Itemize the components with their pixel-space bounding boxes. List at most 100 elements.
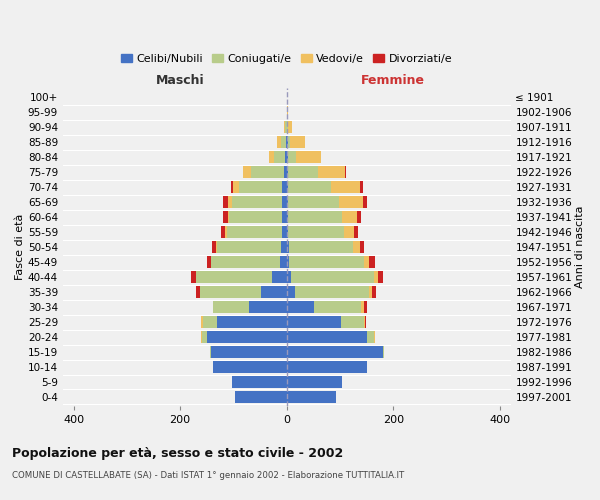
Bar	[383, 346, 384, 358]
Bar	[367, 331, 374, 343]
Bar	[287, 211, 289, 224]
Bar	[284, 121, 285, 134]
Bar	[378, 271, 383, 283]
Bar	[287, 226, 289, 238]
Bar	[202, 331, 207, 343]
Bar	[372, 286, 376, 298]
Bar	[288, 151, 296, 164]
Bar	[239, 181, 283, 194]
Bar	[277, 136, 281, 148]
Bar	[287, 346, 383, 358]
Bar	[287, 361, 367, 373]
Bar	[287, 181, 289, 194]
Bar	[288, 136, 290, 148]
Bar	[341, 316, 364, 328]
Bar	[341, 211, 356, 224]
Bar	[287, 376, 341, 388]
Bar	[211, 346, 287, 358]
Bar	[363, 196, 367, 208]
Bar	[344, 226, 354, 238]
Bar	[295, 286, 370, 298]
Bar	[191, 271, 196, 283]
Bar	[235, 391, 287, 403]
Bar	[200, 286, 261, 298]
Bar	[287, 286, 295, 298]
Bar	[339, 196, 363, 208]
Bar	[226, 226, 227, 238]
Bar	[231, 181, 233, 194]
Bar	[287, 196, 289, 208]
Bar	[314, 301, 361, 313]
Bar	[290, 136, 305, 148]
Bar	[291, 271, 374, 283]
Bar	[221, 226, 226, 238]
Bar	[210, 346, 211, 358]
Bar	[269, 151, 274, 164]
Text: Femmine: Femmine	[361, 74, 425, 87]
Bar	[284, 166, 287, 178]
Bar	[243, 166, 251, 178]
Bar	[250, 301, 287, 313]
Bar	[370, 256, 374, 268]
Bar	[272, 271, 287, 283]
Bar	[251, 166, 284, 178]
Bar	[201, 331, 202, 343]
Bar	[202, 316, 203, 328]
Bar	[364, 256, 370, 268]
Bar	[283, 211, 287, 224]
Text: Maschi: Maschi	[156, 74, 205, 87]
Bar	[281, 136, 286, 148]
Bar	[289, 241, 353, 254]
Bar	[261, 286, 287, 298]
Bar	[233, 181, 239, 194]
Legend: Celibi/Nubili, Coniugati/e, Vedovi/e, Divorziati/e: Celibi/Nubili, Coniugati/e, Vedovi/e, Di…	[117, 50, 457, 68]
Bar	[283, 226, 287, 238]
Bar	[217, 316, 287, 328]
Bar	[229, 211, 283, 224]
Bar	[286, 136, 287, 148]
Bar	[287, 391, 336, 403]
Bar	[287, 241, 289, 254]
Bar	[374, 331, 375, 343]
Bar	[287, 316, 341, 328]
Bar	[287, 121, 288, 134]
Bar	[207, 331, 287, 343]
Bar	[212, 241, 217, 254]
Bar	[287, 301, 314, 313]
Y-axis label: Anni di nascita: Anni di nascita	[575, 206, 585, 288]
Bar	[361, 301, 364, 313]
Bar	[207, 256, 211, 268]
Bar	[356, 211, 361, 224]
Bar	[361, 181, 363, 194]
Bar	[283, 196, 287, 208]
Text: COMUNE DI CASTELLABATE (SA) - Dati ISTAT 1° gennaio 2002 - Elaborazione TUTTITAL: COMUNE DI CASTELLABATE (SA) - Dati ISTAT…	[12, 472, 404, 480]
Bar	[289, 256, 364, 268]
Bar	[223, 196, 227, 208]
Bar	[364, 301, 367, 313]
Bar	[196, 271, 272, 283]
Bar	[287, 271, 291, 283]
Bar	[296, 151, 322, 164]
Bar	[223, 211, 227, 224]
Bar	[227, 196, 232, 208]
Bar	[353, 241, 360, 254]
Bar	[287, 136, 288, 148]
Bar	[274, 151, 285, 164]
Bar	[287, 151, 288, 164]
Bar	[287, 331, 367, 343]
Bar	[280, 256, 287, 268]
Bar	[232, 376, 287, 388]
Bar	[217, 241, 281, 254]
Bar	[370, 286, 372, 298]
Bar	[211, 256, 280, 268]
Bar	[287, 256, 289, 268]
Y-axis label: Fasce di età: Fasce di età	[15, 214, 25, 280]
Bar	[364, 316, 365, 328]
Bar	[289, 166, 317, 178]
Bar	[289, 211, 341, 224]
Bar	[232, 196, 283, 208]
Bar	[213, 301, 250, 313]
Bar	[285, 121, 287, 134]
Bar	[287, 106, 288, 118]
Bar	[227, 226, 283, 238]
